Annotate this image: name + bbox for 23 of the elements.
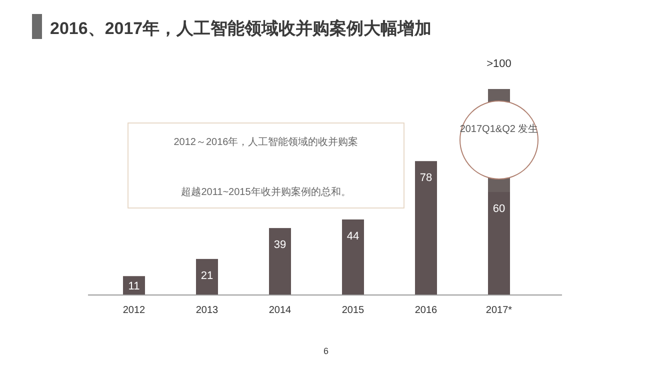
- data-label: 78: [420, 172, 432, 184]
- x-tick-label: 2013: [196, 305, 219, 316]
- chart-title: 2016、2017年，人工智能领域收并购案例大幅增加: [50, 18, 432, 38]
- x-tick-label: 2015: [342, 305, 365, 316]
- bar: [415, 161, 437, 295]
- bar: [269, 228, 291, 295]
- x-tick-label: 2016: [414, 305, 438, 316]
- data-label: >100: [486, 58, 512, 70]
- data-label: 60: [492, 203, 506, 215]
- bar: [488, 192, 510, 295]
- data-label: 11: [128, 280, 140, 293]
- x-tick-label: 2017*: [486, 305, 512, 316]
- annotation: 2012～2016年，人工智能领域的收并购案: [174, 136, 358, 148]
- bar: [196, 258, 218, 295]
- bar: [342, 219, 364, 295]
- x-tick-label: 2014: [268, 305, 292, 316]
- x-tick-label: 2012: [122, 305, 146, 316]
- text: 6: [323, 346, 329, 356]
- data-label: 39: [274, 239, 286, 252]
- bar: [123, 276, 145, 295]
- data-label: 44: [346, 230, 360, 242]
- data-label: 21: [200, 270, 214, 282]
- annotation: 超越2011~2015年收并购案例的总和。: [181, 186, 351, 198]
